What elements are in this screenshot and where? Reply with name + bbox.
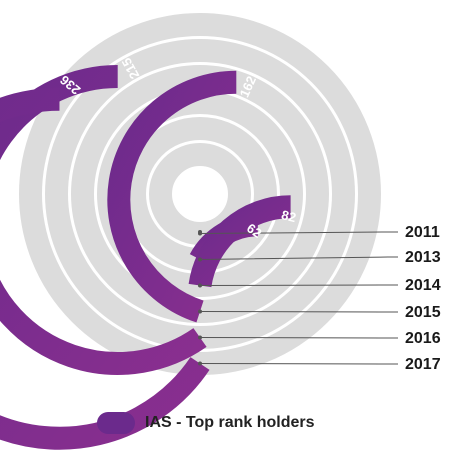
- year-label-2017: 2017: [405, 356, 441, 373]
- year-label-2014: 2014: [405, 277, 441, 294]
- bar-arc-2014: [188, 195, 291, 288]
- leader-line-2016: [199, 337, 398, 339]
- year-label-2015: 2015: [405, 304, 441, 321]
- leader-line-2017: [199, 363, 398, 365]
- leader-line-2011: [199, 231, 398, 234]
- bar-arc-2015: [107, 70, 237, 323]
- year-label-2011: 2011: [405, 224, 440, 241]
- year-label-2016: 2016: [405, 330, 441, 347]
- leader-dot-center: [198, 230, 202, 234]
- legend-label: IAS - Top rank holders: [145, 414, 315, 431]
- legend-swatch: [97, 412, 135, 434]
- value-label-2014: 82: [280, 207, 298, 225]
- value-label-2013: 62: [244, 220, 264, 241]
- year-label-2013: 2013: [405, 249, 441, 266]
- leader-line-2013: [199, 256, 398, 260]
- leader-line-2015: [199, 311, 398, 313]
- leader-line-2014: [199, 284, 398, 286]
- legend: IAS - Top rank holders: [97, 412, 315, 434]
